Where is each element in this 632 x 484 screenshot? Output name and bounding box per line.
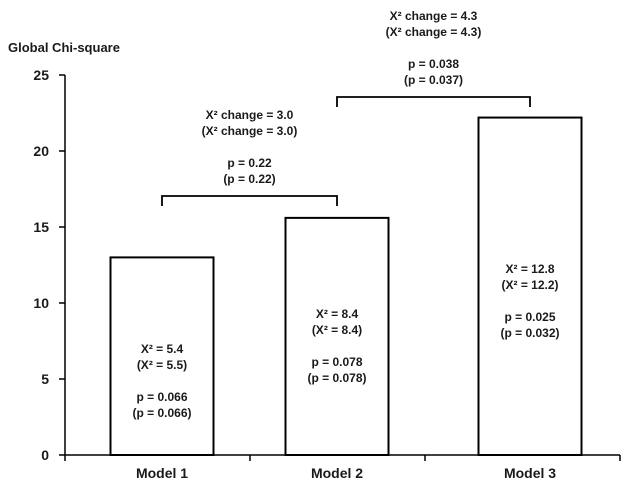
bar-annotation-line: (X² = 12.2) [501, 278, 558, 292]
y-tick-label: 25 [33, 67, 49, 83]
y-tick-label: 10 [33, 295, 49, 311]
comparison-annotation-line: X² change = 3.0 [206, 108, 294, 122]
bars [109, 116, 583, 456]
comparison-brackets: X² change = 3.0 (X² change = 3.0) p = 0.22… [161, 9, 531, 206]
bar-annotation-line: (p = 0.066) [132, 406, 191, 420]
bar-annotations: X² = 5.4 (X² = 5.5) p = 0.066 (p = 0.066) X²… [132, 262, 559, 420]
bar [109, 256, 215, 456]
bar-annotation-line: (X² = 8.4) [312, 323, 362, 337]
y-tick-label: 5 [41, 371, 49, 387]
bar [284, 216, 390, 456]
y-tick-label: 20 [33, 143, 49, 159]
x-axis-labels: Model 1 Model 2 Model 3 [136, 465, 556, 481]
bar-annotation-line: (p = 0.078) [307, 371, 366, 385]
bar-annotation-line: X² = 12.8 [505, 262, 554, 276]
comparison-annotation-line: (X² change = 4.3) [386, 25, 482, 39]
y-axis-label: Global Chi-square [8, 40, 120, 55]
bar-annotation-line: p = 0.078 [311, 355, 362, 369]
bar-annotation-line: (X² = 5.5) [137, 358, 187, 372]
comparison-bracket [161, 195, 338, 206]
comparison-bracket [336, 96, 531, 107]
x-tick-label: Model 3 [504, 465, 556, 481]
comparison-annotation-line: (p = 0.037) [404, 73, 463, 87]
bar-annotation-line: (p = 0.032) [500, 326, 559, 340]
comparison-annotation-line: p = 0.038 [408, 57, 459, 71]
comparison-annotation-line: X² change = 4.3 [390, 9, 478, 23]
bar-annotation-line: p = 0.025 [504, 310, 555, 324]
y-tick-label: 15 [33, 219, 49, 235]
comparison-annotation-line: (X² change = 3.0) [202, 124, 298, 138]
bar-annotation-line: X² = 8.4 [316, 307, 359, 321]
bar-annotation-line: X² = 5.4 [141, 342, 184, 356]
x-tick-label: Model 1 [136, 465, 188, 481]
x-tick-label: Model 2 [311, 465, 363, 481]
bar [477, 116, 583, 456]
bar-annotation-line: p = 0.066 [136, 390, 187, 404]
comparison-annotation-line: (p = 0.22) [223, 172, 275, 186]
y-tick-label: 0 [41, 447, 49, 463]
comparison-annotation-line: p = 0.22 [227, 156, 272, 170]
